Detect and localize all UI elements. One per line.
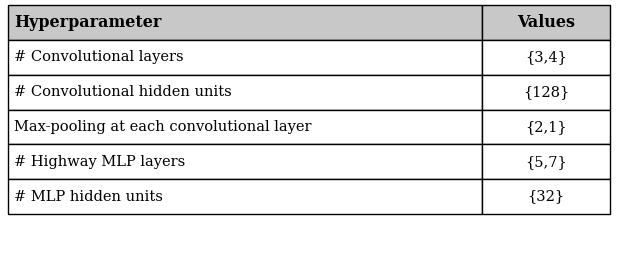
Bar [8,40,483,75]
Bar [8,179,483,214]
Bar [483,144,610,179]
Bar [8,5,483,40]
Text: # MLP hidden units: # MLP hidden units [14,189,163,204]
Text: {3,4}: {3,4} [525,50,567,64]
Bar [8,144,483,179]
Text: # Convolutional layers: # Convolutional layers [14,50,184,64]
Text: {32}: {32} [528,189,565,204]
Text: Max-pooling at each convolutional layer: Max-pooling at each convolutional layer [14,120,311,134]
Text: # Highway MLP layers: # Highway MLP layers [14,155,185,169]
Text: Values: Values [517,14,575,31]
Bar [483,179,610,214]
Bar [483,109,610,144]
Text: # Convolutional hidden units: # Convolutional hidden units [14,85,232,99]
Bar [8,75,483,109]
Bar [483,75,610,109]
Text: {5,7}: {5,7} [525,155,567,169]
Text: Hyperparameter: Hyperparameter [14,14,161,31]
Bar [8,109,483,144]
Text: {128}: {128} [523,85,569,99]
Bar [483,40,610,75]
Text: {2,1}: {2,1} [525,120,567,134]
Bar [483,5,610,40]
